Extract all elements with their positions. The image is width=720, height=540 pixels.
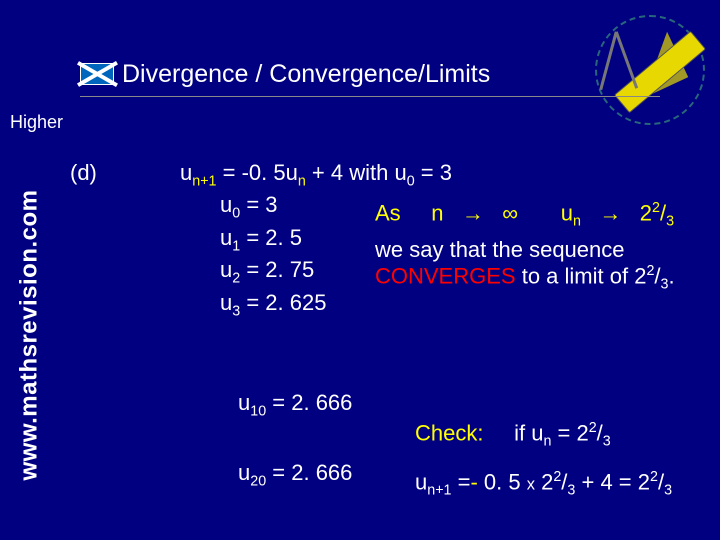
check-eq: = 2 [551, 420, 588, 445]
check-num: 2 [589, 420, 597, 436]
seq-term: u [220, 257, 232, 282]
level-label: Higher [10, 112, 63, 133]
arrow-icon: → [599, 200, 621, 225]
seq-sub: 20 [250, 473, 266, 489]
formula-sub: n [298, 173, 306, 189]
converges-word: CONVERGES [375, 264, 516, 289]
limit-statement: As n → ∞ un → 22/3 we say that the seque… [375, 200, 715, 294]
limit-den: 3 [666, 214, 674, 230]
check2-num2: 2 [650, 469, 658, 485]
seq-term: u [238, 460, 250, 485]
check-block: Check: if un = 22/3 un+1 =- 0. 5 x 22/3 … [415, 420, 720, 500]
u20-value: u20 = 2. 666 [238, 460, 352, 491]
seq-val: = 2. 666 [266, 460, 352, 485]
seq-term: u [238, 390, 250, 415]
sequence-values: u0 = 3 u1 = 2. 5 u2 = 2. 75 u3 = 2. 625 [220, 192, 326, 322]
converge-line1: we say that the sequence [375, 237, 715, 263]
formula-sub: n+1 [192, 173, 216, 189]
formula-sub: 0 [407, 173, 415, 189]
u10-value: u10 = 2. 666 [238, 390, 352, 421]
seq-sub: 0 [232, 205, 240, 221]
check2-sub: n+1 [427, 483, 451, 499]
seq-term: u [220, 225, 232, 250]
check-den: 3 [603, 434, 611, 450]
seq-term: u [220, 290, 232, 315]
limit-n: n [431, 200, 443, 225]
times-icon: x [527, 475, 535, 493]
limit-num: 2 [652, 200, 660, 216]
seq-val: = 2. 75 [240, 257, 314, 282]
page-title: Divergence / Convergence/Limits [122, 60, 490, 89]
website-url: www.mathsrevision.com [16, 189, 44, 480]
check2-u: u [415, 469, 427, 494]
limit-un: u [561, 200, 573, 225]
limit-as: As [375, 200, 401, 225]
seq-sub: 1 [232, 238, 240, 254]
check2-den2: 3 [664, 483, 672, 499]
seq-sub: 2 [232, 270, 240, 286]
check2-neg: - [470, 469, 477, 494]
seq-val: = 3 [240, 192, 277, 217]
sidebar: www.mathsrevision.com [12, 150, 47, 520]
converge-text: to a limit of [516, 264, 635, 289]
formula-text: + 4 with u [306, 160, 407, 185]
title-underline [80, 96, 660, 97]
seq-val: = 2. 666 [266, 390, 352, 415]
seq-val: = 2. 5 [240, 225, 302, 250]
lim-int: 2 [634, 264, 646, 289]
formula-text: = -0. 5u [217, 160, 298, 185]
check2-eq: = [452, 469, 471, 494]
part-label: (d) [70, 160, 97, 186]
limit-val: 2 [640, 200, 652, 225]
check2-coef: 0. 5 [478, 469, 527, 494]
check-label: Check: [415, 420, 483, 445]
seq-term: u [220, 192, 232, 217]
scotland-flag-icon [80, 63, 114, 85]
seq-val: = 2. 625 [240, 290, 326, 315]
header: Divergence / Convergence/Limits [80, 56, 670, 92]
check2-result: + 4 = 2 [575, 469, 650, 494]
recurrence-formula: un+1 = -0. 5un + 4 with u0 = 3 [180, 160, 452, 191]
arrow-icon: → [462, 200, 484, 225]
formula-text: = 3 [415, 160, 452, 185]
formula-text: u [180, 160, 192, 185]
infinity-icon: ∞ [502, 200, 518, 225]
converge-dot: . [668, 264, 674, 289]
check2-val: 2 [535, 469, 553, 494]
check-if: if u [514, 420, 543, 445]
limit-un-sub: n [573, 214, 581, 230]
seq-sub: 3 [232, 303, 240, 319]
seq-sub: 10 [250, 403, 266, 419]
